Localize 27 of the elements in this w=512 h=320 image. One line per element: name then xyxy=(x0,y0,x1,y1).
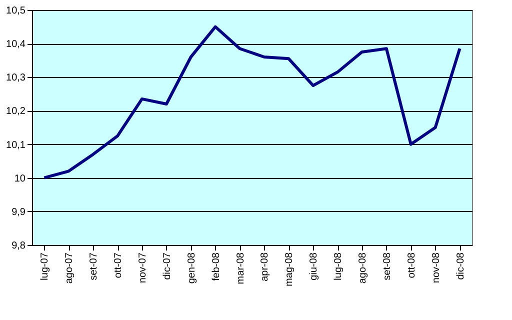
x-tick-label: dic-07 xyxy=(162,252,173,280)
y-tick-label: 9,8 xyxy=(12,240,26,252)
x-tick-label: lug-08 xyxy=(333,252,344,280)
x-tick-label: lug-07 xyxy=(40,252,51,280)
x-tick-label: dic-08 xyxy=(455,252,466,280)
x-tick-label: gen-08 xyxy=(186,252,198,284)
y-tick-label: 10,5 xyxy=(6,6,26,16)
y-tick-label: 10,4 xyxy=(6,39,26,50)
x-tick-label: ago-07 xyxy=(64,252,76,284)
x-tick-label: nov-07 xyxy=(138,252,148,284)
x-tick-label: mar-08 xyxy=(235,252,246,284)
y-tick-label: 10,3 xyxy=(6,72,26,84)
y-tick-label: 10 xyxy=(14,173,26,184)
line-series xyxy=(42,25,462,180)
x-tick-label: giu-08 xyxy=(308,252,320,280)
x-tick-label: apr-08 xyxy=(260,252,271,282)
y-tick-label: 9,9 xyxy=(12,206,26,218)
y-tick-label: 10,1 xyxy=(6,140,26,151)
x-tick-label: mag-08 xyxy=(284,252,296,286)
x-tick-label: ott-07 xyxy=(113,252,124,278)
x-tick-label: ott-08 xyxy=(406,252,418,278)
x-tick-label: set-08 xyxy=(382,252,393,280)
x-tick-label: set-07 xyxy=(88,252,100,280)
y-tick-label: 10,2 xyxy=(6,106,26,118)
x-tick-label: nov-08 xyxy=(430,252,442,284)
x-tick-label: ago-08 xyxy=(358,252,368,284)
x-tick-label: feb-08 xyxy=(210,252,222,281)
